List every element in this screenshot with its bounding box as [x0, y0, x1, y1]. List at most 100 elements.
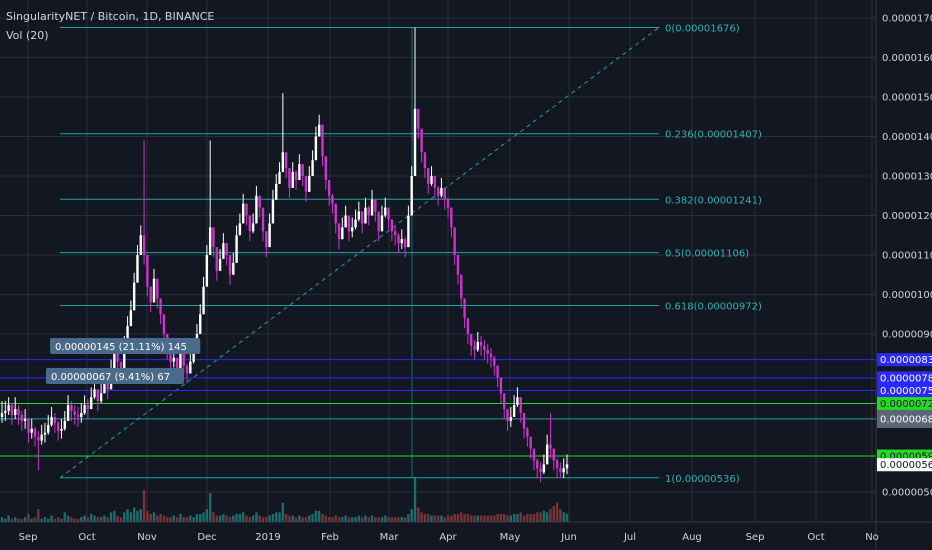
- volume-bar-74: [245, 515, 248, 522]
- volume-bar-145: [479, 515, 483, 522]
- candle-body-70: [232, 262, 235, 275]
- candle-body-75: [248, 215, 252, 232]
- candle-body-132: [436, 187, 440, 196]
- candle-body-111: [367, 207, 370, 216]
- candle-body-112: [370, 199, 374, 216]
- volume-bar-56: [185, 517, 189, 522]
- volume-bar-109: [360, 517, 364, 522]
- candle-body-24: [80, 413, 83, 417]
- price-tag-6: [877, 458, 932, 472]
- candle-body-77: [255, 195, 258, 224]
- candles: [0, 27, 569, 483]
- candle-body-124: [410, 176, 413, 216]
- candle-body-148: [489, 353, 493, 358]
- volume-bar-0: [0, 517, 4, 522]
- volume-bar-166: [549, 509, 552, 522]
- volume-bar-111: [367, 517, 370, 522]
- price-tick-label-8: 0.00000900: [882, 330, 932, 341]
- time-tick-label-12: Sep: [746, 532, 765, 543]
- candle-body-25: [83, 405, 86, 413]
- candle-body-122: [403, 239, 407, 248]
- volume-bar-139: [460, 512, 463, 522]
- volume-bar-167: [552, 505, 555, 522]
- volume-bar-169: [559, 509, 562, 522]
- candle-body-158: [522, 413, 526, 429]
- volume-bar-22: [73, 518, 76, 522]
- price-tag-label-0: 0.00000835: [880, 355, 932, 366]
- candle-body-23: [76, 414, 80, 417]
- candle-body-125: [413, 108, 417, 176]
- volume-bar-11: [37, 509, 40, 522]
- price-tick-label-9: 0.00000500: [882, 488, 932, 499]
- time-tick-label-2: Nov: [137, 532, 157, 543]
- volume-bar-19: [63, 512, 66, 522]
- volume-bar-104: [344, 515, 347, 522]
- volume-bar-163: [539, 512, 542, 522]
- volume-bar-130: [430, 515, 433, 522]
- volume-bar-28: [93, 515, 96, 522]
- volume-bar-119: [393, 517, 397, 522]
- volume-bar-158: [522, 515, 526, 522]
- candle-body-58: [192, 353, 195, 362]
- candle-body-19: [63, 420, 66, 429]
- volume-bar-161: [532, 513, 536, 522]
- volume-bar-36: [119, 517, 123, 522]
- fib-retracement[interactable]: 0(0.00001676) 0.236(0.00001407) 0.382(0.00…: [60, 23, 762, 485]
- volume-bar-106: [351, 517, 354, 522]
- volume-bar-120: [397, 517, 400, 522]
- volume-bar-151: [499, 513, 503, 522]
- volume-bar-165: [545, 512, 549, 522]
- volume-bar-110: [364, 515, 367, 522]
- candle-body-68: [225, 243, 228, 255]
- time-tick-label-9: Jun: [560, 532, 577, 543]
- volume-bar-44: [146, 510, 149, 522]
- volume-bar-133: [440, 515, 443, 522]
- candle-body-87: [288, 168, 291, 188]
- candle-body-17: [56, 422, 60, 431]
- volume-bar-54: [179, 513, 182, 522]
- volume-bar-125: [413, 477, 417, 522]
- candle-body-154: [509, 416, 513, 421]
- candle-body-9: [30, 428, 33, 433]
- candle-body-64: [212, 227, 215, 248]
- trend-line[interactable]: [59, 27, 660, 479]
- volume-bar-4: [14, 517, 17, 522]
- candle-body-57: [189, 361, 192, 374]
- measure-labels: 0.00000145 (21.11%) 145 0.00000067 (9.41%…: [46, 338, 201, 384]
- candle-body-16: [53, 416, 57, 423]
- candle-body-94: [311, 160, 314, 176]
- candle-body-159: [526, 428, 529, 437]
- time-axis[interactable]: Sep Oct Nov Dec 2019 Feb Mar Apr May Jun Jul Aug Sep…: [0, 521, 932, 543]
- price-axis[interactable]: 0.00000835 0.00000789 0.00000757 0.00000724…: [875, 0, 932, 550]
- volume-bar-86: [284, 513, 288, 522]
- candle-body-136: [450, 207, 453, 228]
- candle-body-119: [393, 231, 397, 236]
- candle-body-121: [400, 239, 403, 244]
- volume-bar-49: [162, 515, 166, 522]
- volume-bar-48: [159, 513, 162, 522]
- volume-bar-154: [509, 515, 513, 522]
- volume-bar-103: [341, 517, 344, 522]
- volume-bar-66: [218, 515, 222, 522]
- volume-bar-13: [43, 517, 47, 522]
- candle-body-130: [430, 176, 433, 184]
- candle-body-18: [60, 428, 63, 431]
- candle-body-83: [275, 183, 278, 200]
- candle-body-27: [90, 397, 93, 410]
- measure-text-1: 0.00000067 (9.41%) 67: [51, 372, 170, 383]
- volume-bar-46: [152, 512, 156, 522]
- volume-bar-101: [334, 515, 337, 522]
- volume-bar-140: [463, 513, 466, 522]
- volume-bar-64: [212, 512, 215, 522]
- volume-bar-16: [53, 518, 57, 522]
- candle-body-22: [73, 411, 76, 415]
- volume-bar-97: [321, 513, 324, 522]
- candle-body-146: [483, 345, 486, 350]
- volume-bar-5: [17, 518, 20, 522]
- volume-bar-112: [370, 515, 374, 522]
- volume-bar-1: [4, 518, 7, 522]
- candle-body-155: [512, 405, 516, 417]
- volume-bar-126: [417, 507, 420, 522]
- candle-body-81: [268, 223, 271, 248]
